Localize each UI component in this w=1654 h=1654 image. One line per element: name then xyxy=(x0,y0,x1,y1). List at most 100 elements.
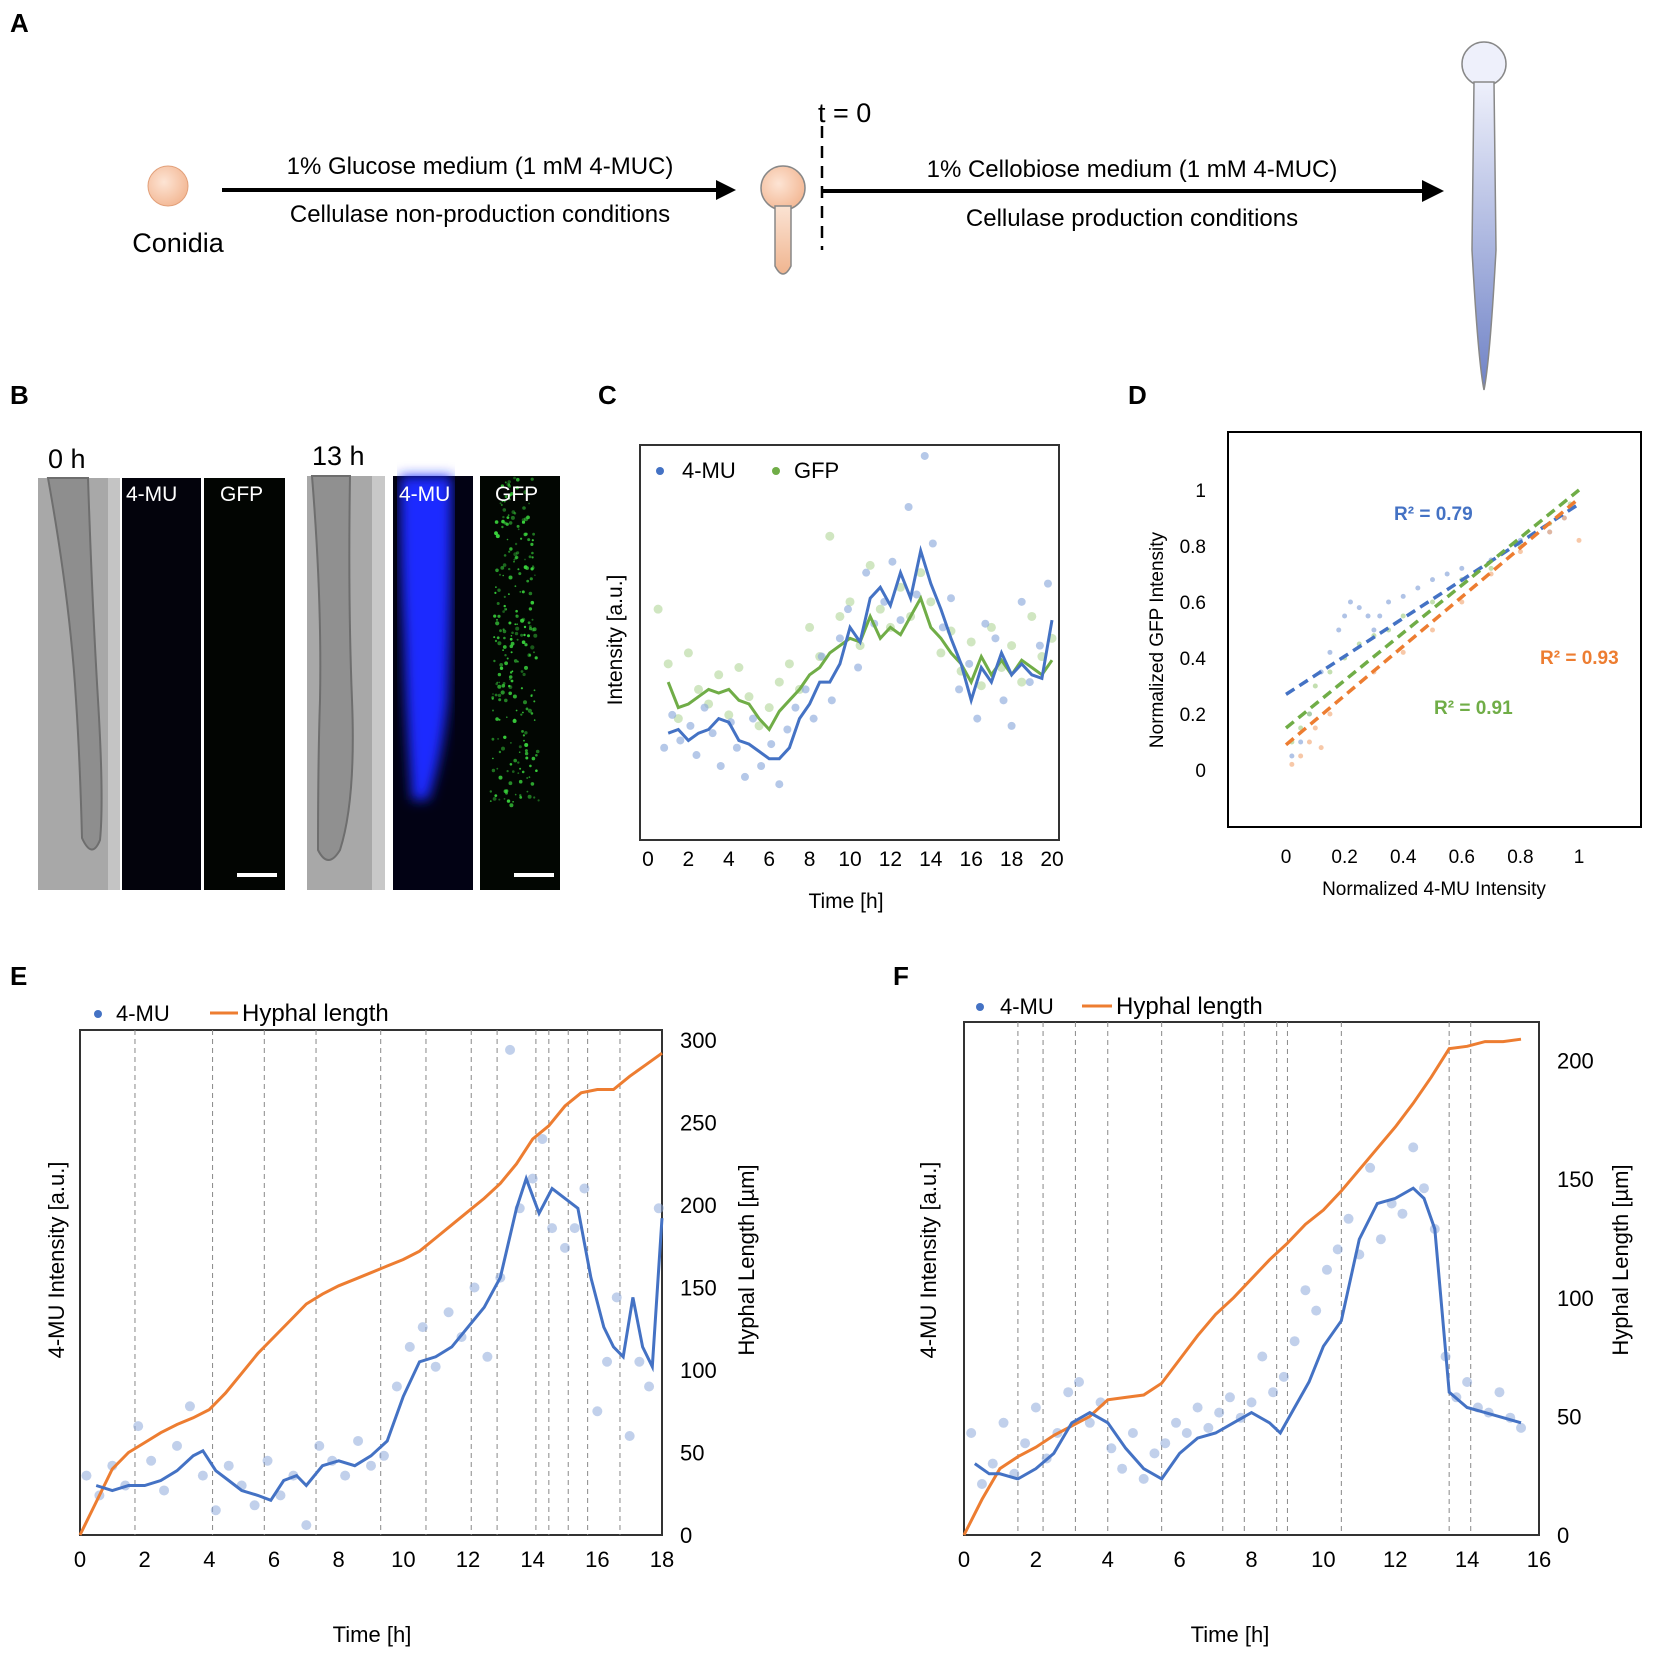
chart-c-gfp-point xyxy=(673,714,683,724)
gfp-speckle xyxy=(497,614,501,618)
chart-c-mu-point xyxy=(1043,579,1052,588)
gfp-speckle xyxy=(514,585,517,588)
chart-c-xticks: 0 2 4 6 8 10 12 14 16 18 20 xyxy=(642,848,1064,871)
step1-top-label: 1% Glucose medium (1 mM 4-MUC) xyxy=(287,153,674,180)
chart-c-xtick-label: 12 xyxy=(879,848,902,871)
gfp-speckle xyxy=(508,675,513,679)
chart-d-marks xyxy=(1284,488,1582,767)
gfp-speckle xyxy=(521,640,526,644)
channel-label-gfp-0h: GFP xyxy=(220,483,263,506)
chart-c-mu-point xyxy=(947,594,955,603)
chart-d-xtick-label: 0 xyxy=(1281,847,1292,868)
chart-c-xtick-label: 6 xyxy=(763,848,775,871)
fluorescence-gfp-13h xyxy=(489,476,540,808)
gfp-speckle xyxy=(507,480,511,484)
gfp-speckle xyxy=(508,593,510,595)
gfp-speckle xyxy=(531,539,534,542)
chart-f-mu-point xyxy=(1063,1387,1074,1398)
gfp-speckle xyxy=(497,737,500,740)
step1-bottom-label: Cellulase non-production conditions xyxy=(290,201,670,228)
chart-c-xlabel: Time [h] xyxy=(808,890,883,913)
gfp-speckle xyxy=(514,793,517,796)
gfp-speckle xyxy=(515,709,518,712)
chart-c-mu-point xyxy=(749,714,758,723)
chart-d-blue-point xyxy=(1444,571,1450,577)
chart-e-xtick-label: 18 xyxy=(650,1547,674,1572)
gfp-speckle xyxy=(533,719,536,721)
chart-c-mu-point xyxy=(716,761,725,770)
chart-e-mu-point xyxy=(197,1470,208,1481)
chart-f-mu-point xyxy=(1127,1428,1138,1438)
gfp-speckle xyxy=(523,633,526,637)
chart-c-gfp-point xyxy=(875,604,885,614)
chart-e-mu-point xyxy=(653,1203,664,1214)
hypha-outline-13h xyxy=(310,475,354,861)
gfp-speckle xyxy=(528,776,531,778)
chart-d-green-point xyxy=(1327,669,1333,675)
chart-c-gfp-point xyxy=(774,677,784,687)
chart-e-mu-point xyxy=(430,1361,441,1372)
chart-c-mu-point xyxy=(708,729,717,738)
chart-e-xtick-label: 2 xyxy=(139,1547,151,1572)
chart-f-mu-point xyxy=(1300,1285,1311,1296)
chart-e-xtick-label: 14 xyxy=(520,1547,544,1572)
chart-d-blue-point xyxy=(1415,585,1421,591)
gfp-speckle xyxy=(501,519,505,524)
gfp-speckle xyxy=(508,550,511,553)
chart-c-ylabel: Intensity [a.u.] xyxy=(604,575,627,706)
chart-c-mu-point xyxy=(1007,721,1016,730)
chart-e-mu-point xyxy=(505,1044,516,1055)
chart-e-mu-point xyxy=(314,1440,325,1451)
gfp-speckle xyxy=(498,775,503,780)
chart-d-blue-point xyxy=(1371,627,1377,633)
chart-e-mu-point xyxy=(611,1292,622,1303)
chart-c-mu-point xyxy=(791,703,800,712)
chart-d-orange-point xyxy=(1517,549,1523,555)
gfp-speckle xyxy=(527,621,531,625)
gfp-speckle xyxy=(517,772,520,774)
gfp-speckle xyxy=(494,639,498,643)
gfp-speckle xyxy=(512,694,517,699)
gfp-speckle xyxy=(495,586,497,588)
gfp-speckle xyxy=(508,685,513,689)
gfp-speckle xyxy=(503,595,506,599)
chart-e-ylabel: 4-MU Intensity [a.u.] xyxy=(44,1162,69,1359)
chart-c-gfp-point xyxy=(805,622,815,632)
gfp-speckle xyxy=(504,654,507,657)
gfp-speckle xyxy=(524,751,529,756)
gfp-speckle xyxy=(510,651,513,654)
chart-c-gfp-point xyxy=(714,670,724,680)
chart-f-mu-point xyxy=(1192,1402,1203,1413)
gfp-speckle xyxy=(524,749,528,753)
chart-e-mu-point xyxy=(378,1450,389,1461)
gfp-speckle xyxy=(505,522,509,526)
chart-f-mu-point xyxy=(1268,1387,1279,1398)
chart-f-mu-point xyxy=(966,1428,977,1438)
gfp-speckle xyxy=(509,644,514,649)
gfp-speckle xyxy=(502,649,504,651)
chart-f-mu-point xyxy=(1181,1428,1192,1438)
gfp-speckle xyxy=(518,779,523,784)
chart-c-mu-point xyxy=(676,736,685,745)
gfp-speckle xyxy=(502,508,507,512)
chart-c-gfp-point xyxy=(986,622,996,632)
chart-c-gfp-point xyxy=(764,703,774,713)
gfp-speckle xyxy=(516,638,519,641)
chart-c-mu-point xyxy=(904,503,913,512)
chart-d-blue-point xyxy=(1386,599,1392,605)
chart-f-xtick-label: 4 xyxy=(1102,1547,1114,1572)
gfp-speckle xyxy=(509,678,511,681)
gfp-speckle xyxy=(497,684,502,689)
chart-d-xtick-label: 1 xyxy=(1574,847,1585,868)
gfp-speckle xyxy=(491,737,495,741)
gfp-speckle xyxy=(515,486,519,490)
chart-d-fit-orange xyxy=(1284,497,1581,747)
gfp-speckle xyxy=(497,693,502,698)
gfp-speckle xyxy=(528,654,531,657)
gfp-speckle xyxy=(493,614,497,618)
chart-d-ytick-label: 0.6 xyxy=(1180,593,1206,614)
gfp-speckle xyxy=(505,789,509,793)
gfp-speckle xyxy=(492,693,494,695)
